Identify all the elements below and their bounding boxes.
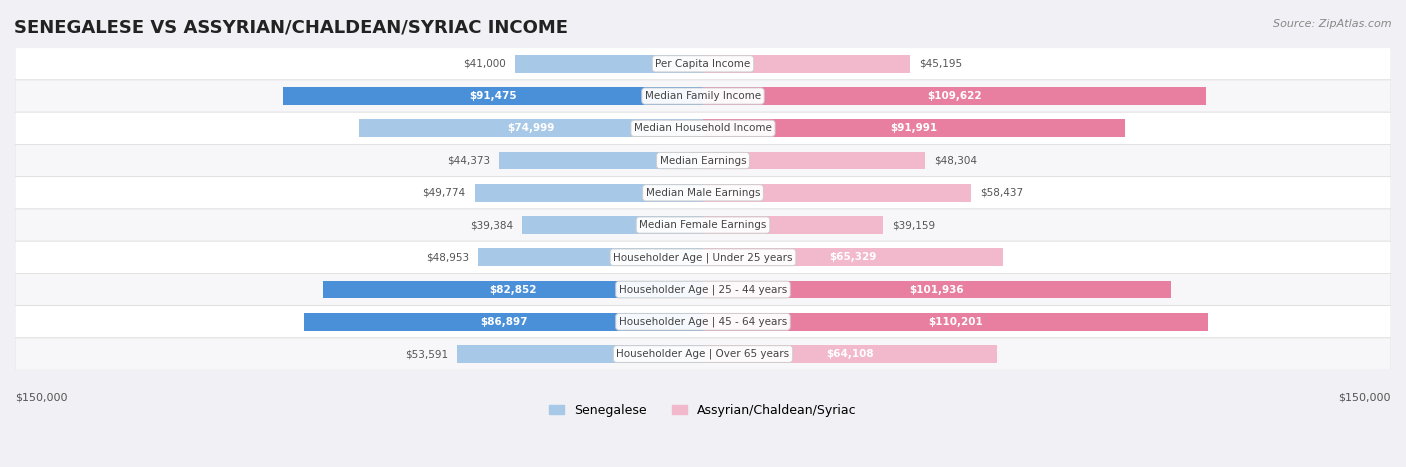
FancyBboxPatch shape: [15, 112, 1391, 144]
Bar: [703, 55, 910, 73]
FancyBboxPatch shape: [15, 48, 1391, 80]
Text: Householder Age | 45 - 64 years: Householder Age | 45 - 64 years: [619, 317, 787, 327]
Bar: [523, 216, 703, 234]
Bar: [703, 248, 1002, 266]
Text: $48,953: $48,953: [426, 252, 470, 262]
Text: Source: ZipAtlas.com: Source: ZipAtlas.com: [1274, 19, 1392, 28]
FancyBboxPatch shape: [15, 274, 1391, 306]
Bar: [703, 120, 1125, 137]
Legend: Senegalese, Assyrian/Chaldean/Syriac: Senegalese, Assyrian/Chaldean/Syriac: [544, 399, 862, 422]
Text: $86,897: $86,897: [479, 317, 527, 327]
Bar: [359, 120, 703, 137]
FancyBboxPatch shape: [15, 177, 1391, 209]
Text: $150,000: $150,000: [15, 393, 67, 403]
Bar: [323, 281, 703, 298]
FancyBboxPatch shape: [15, 241, 1391, 274]
Text: Median Household Income: Median Household Income: [634, 123, 772, 133]
Text: Median Male Earnings: Median Male Earnings: [645, 188, 761, 198]
Text: $58,437: $58,437: [980, 188, 1024, 198]
Text: Householder Age | Under 25 years: Householder Age | Under 25 years: [613, 252, 793, 262]
Bar: [703, 152, 925, 170]
Text: $48,304: $48,304: [934, 156, 977, 166]
Bar: [499, 152, 703, 170]
Text: $82,852: $82,852: [489, 284, 537, 295]
Text: $110,201: $110,201: [928, 317, 983, 327]
Text: $41,000: $41,000: [463, 59, 506, 69]
Text: Per Capita Income: Per Capita Income: [655, 59, 751, 69]
Text: $39,159: $39,159: [891, 220, 935, 230]
Bar: [284, 87, 703, 105]
FancyBboxPatch shape: [15, 338, 1391, 370]
Bar: [703, 281, 1171, 298]
Bar: [703, 345, 997, 363]
Text: Median Family Income: Median Family Income: [645, 91, 761, 101]
FancyBboxPatch shape: [15, 306, 1391, 338]
Bar: [703, 216, 883, 234]
Text: Median Female Earnings: Median Female Earnings: [640, 220, 766, 230]
Text: $101,936: $101,936: [910, 284, 965, 295]
Bar: [703, 87, 1206, 105]
Text: $39,384: $39,384: [470, 220, 513, 230]
Bar: [703, 313, 1208, 331]
Bar: [475, 184, 703, 202]
Text: $45,195: $45,195: [920, 59, 963, 69]
Text: $91,991: $91,991: [890, 123, 938, 133]
Text: $53,591: $53,591: [405, 349, 449, 359]
FancyBboxPatch shape: [15, 209, 1391, 241]
Bar: [478, 248, 703, 266]
Bar: [703, 184, 972, 202]
Text: Householder Age | Over 65 years: Householder Age | Over 65 years: [616, 349, 790, 359]
Bar: [515, 55, 703, 73]
Text: $74,999: $74,999: [508, 123, 555, 133]
Text: $109,622: $109,622: [927, 91, 981, 101]
FancyBboxPatch shape: [15, 80, 1391, 112]
Text: Median Earnings: Median Earnings: [659, 156, 747, 166]
Bar: [305, 313, 703, 331]
Text: $150,000: $150,000: [1339, 393, 1391, 403]
Text: $44,373: $44,373: [447, 156, 491, 166]
Text: $91,475: $91,475: [470, 91, 517, 101]
Text: SENEGALESE VS ASSYRIAN/CHALDEAN/SYRIAC INCOME: SENEGALESE VS ASSYRIAN/CHALDEAN/SYRIAC I…: [14, 19, 568, 37]
Bar: [457, 345, 703, 363]
Text: $49,774: $49,774: [422, 188, 465, 198]
FancyBboxPatch shape: [15, 144, 1391, 177]
Text: Householder Age | 25 - 44 years: Householder Age | 25 - 44 years: [619, 284, 787, 295]
Text: $64,108: $64,108: [827, 349, 875, 359]
Text: $65,329: $65,329: [830, 252, 876, 262]
